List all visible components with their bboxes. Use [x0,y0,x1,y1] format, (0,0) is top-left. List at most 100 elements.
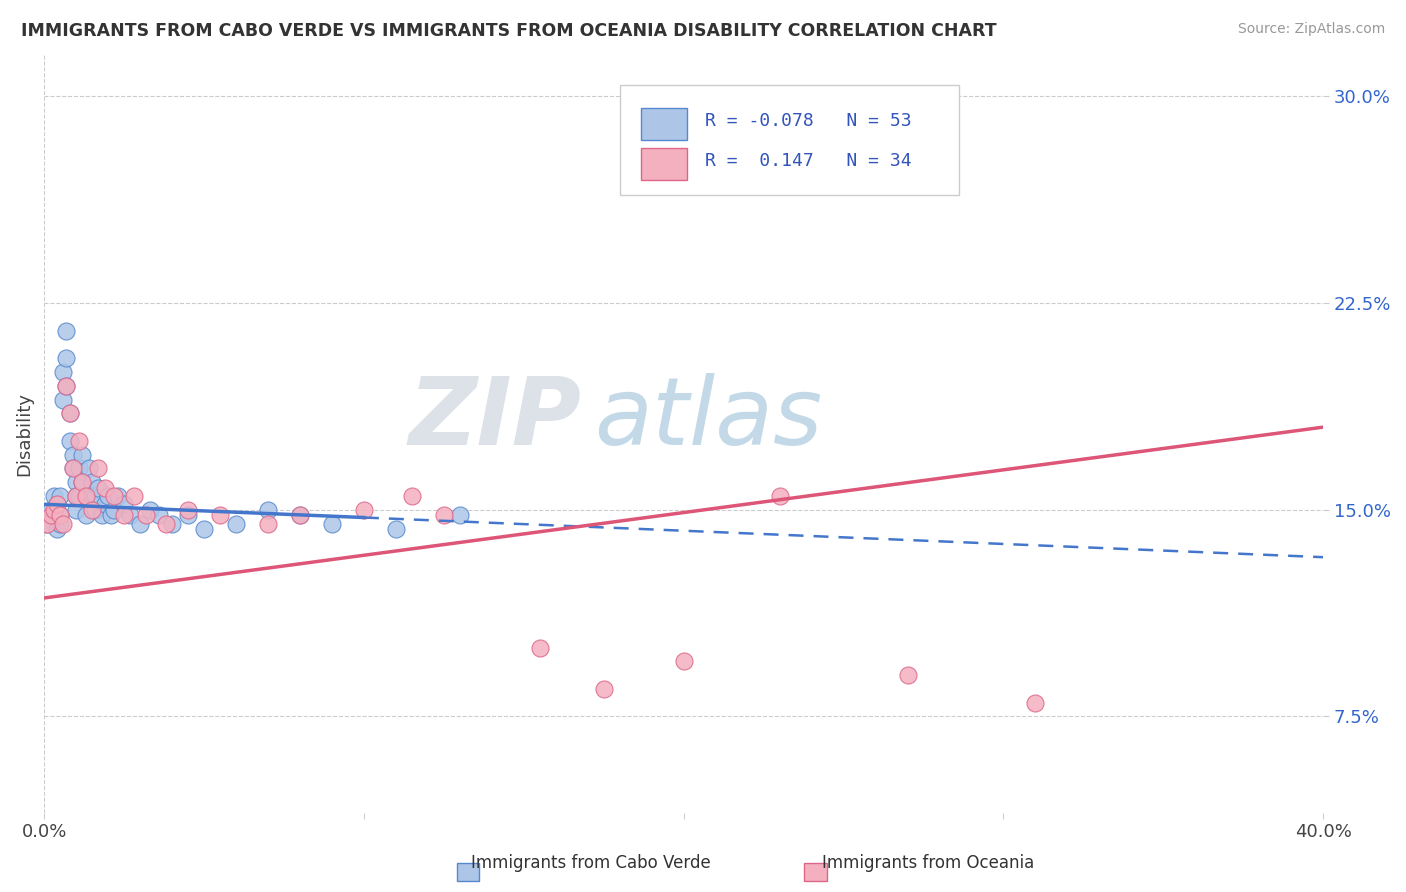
Point [37,516,59,531]
Point [208,508,231,523]
Point [67,461,90,475]
Point [94,497,117,511]
Point [65,489,87,503]
Point [55,351,77,366]
Point [45,522,67,536]
Point [42,503,65,517]
Point [148,508,170,523]
Point [103,503,125,517]
Point [55,379,77,393]
Point [896,668,918,682]
Point [87,481,110,495]
Point [45,497,67,511]
Point [72,475,94,490]
Point [49,508,72,523]
Point [401,489,423,503]
Point [100,508,122,523]
Text: R =  0.147   N = 34: R = 0.147 N = 34 [706,153,912,170]
Point [592,681,614,696]
Point [177,508,200,523]
Point [160,516,183,531]
Point [72,448,94,462]
Bar [641,108,688,140]
Bar [804,863,827,881]
Point [55,379,77,393]
Point [42,508,65,523]
Point [112,508,135,523]
Point [49,489,72,503]
Point [257,516,280,531]
Point [55,324,77,338]
Point [107,489,129,503]
Point [120,508,142,523]
Text: atlas: atlas [595,374,823,465]
Point [62,461,84,475]
Point [768,489,790,503]
Point [112,497,135,511]
Point [67,489,90,503]
FancyBboxPatch shape [620,86,959,195]
Point [288,508,311,523]
Point [42,489,65,503]
Point [65,475,87,490]
Text: ZIP: ZIP [409,373,581,465]
Point [257,503,280,517]
Point [385,522,408,536]
Point [97,489,120,503]
Point [59,406,82,420]
Point [193,522,215,536]
Point [84,489,107,503]
Point [65,503,87,517]
Point [80,475,103,490]
Point [529,640,551,655]
Point [80,489,103,503]
Point [129,516,152,531]
Point [49,516,72,531]
Point [138,503,160,517]
Text: Immigrants from Oceania: Immigrants from Oceania [823,855,1033,872]
Point [103,489,125,503]
Point [135,508,157,523]
Point [39,503,62,517]
Point [59,406,82,420]
Point [433,508,456,523]
Point [49,508,72,523]
Point [87,461,110,475]
Text: Immigrants from Cabo Verde: Immigrants from Cabo Verde [471,855,710,872]
Point [52,392,75,407]
Text: IMMIGRANTS FROM CABO VERDE VS IMMIGRANTS FROM OCEANIA DISABILITY CORRELATION CHA: IMMIGRANTS FROM CABO VERDE VS IMMIGRANTS… [21,22,997,40]
Point [75,508,97,523]
Point [321,516,343,531]
Point [62,461,84,475]
Point [353,503,375,517]
Bar [457,863,479,881]
Text: R = -0.078   N = 53: R = -0.078 N = 53 [706,112,912,130]
Point [90,508,112,523]
Point [672,654,695,668]
Text: Source: ZipAtlas.com: Source: ZipAtlas.com [1237,22,1385,37]
Y-axis label: Disability: Disability [15,392,32,476]
Point [59,434,82,448]
Point [52,365,75,379]
Point [177,503,200,517]
Point [45,497,67,511]
Bar [641,148,688,180]
Point [72,475,94,490]
Point [52,516,75,531]
Point [39,508,62,523]
Point [84,503,107,517]
Point [62,448,84,462]
Point [75,489,97,503]
Point [37,516,59,531]
Point [94,481,117,495]
Point [67,434,90,448]
Point [225,516,247,531]
Point [122,489,145,503]
Point [449,508,471,523]
Point [155,516,177,531]
Point [75,489,97,503]
Point [77,461,100,475]
Point [80,503,103,517]
Point [288,508,311,523]
Point [65,489,87,503]
